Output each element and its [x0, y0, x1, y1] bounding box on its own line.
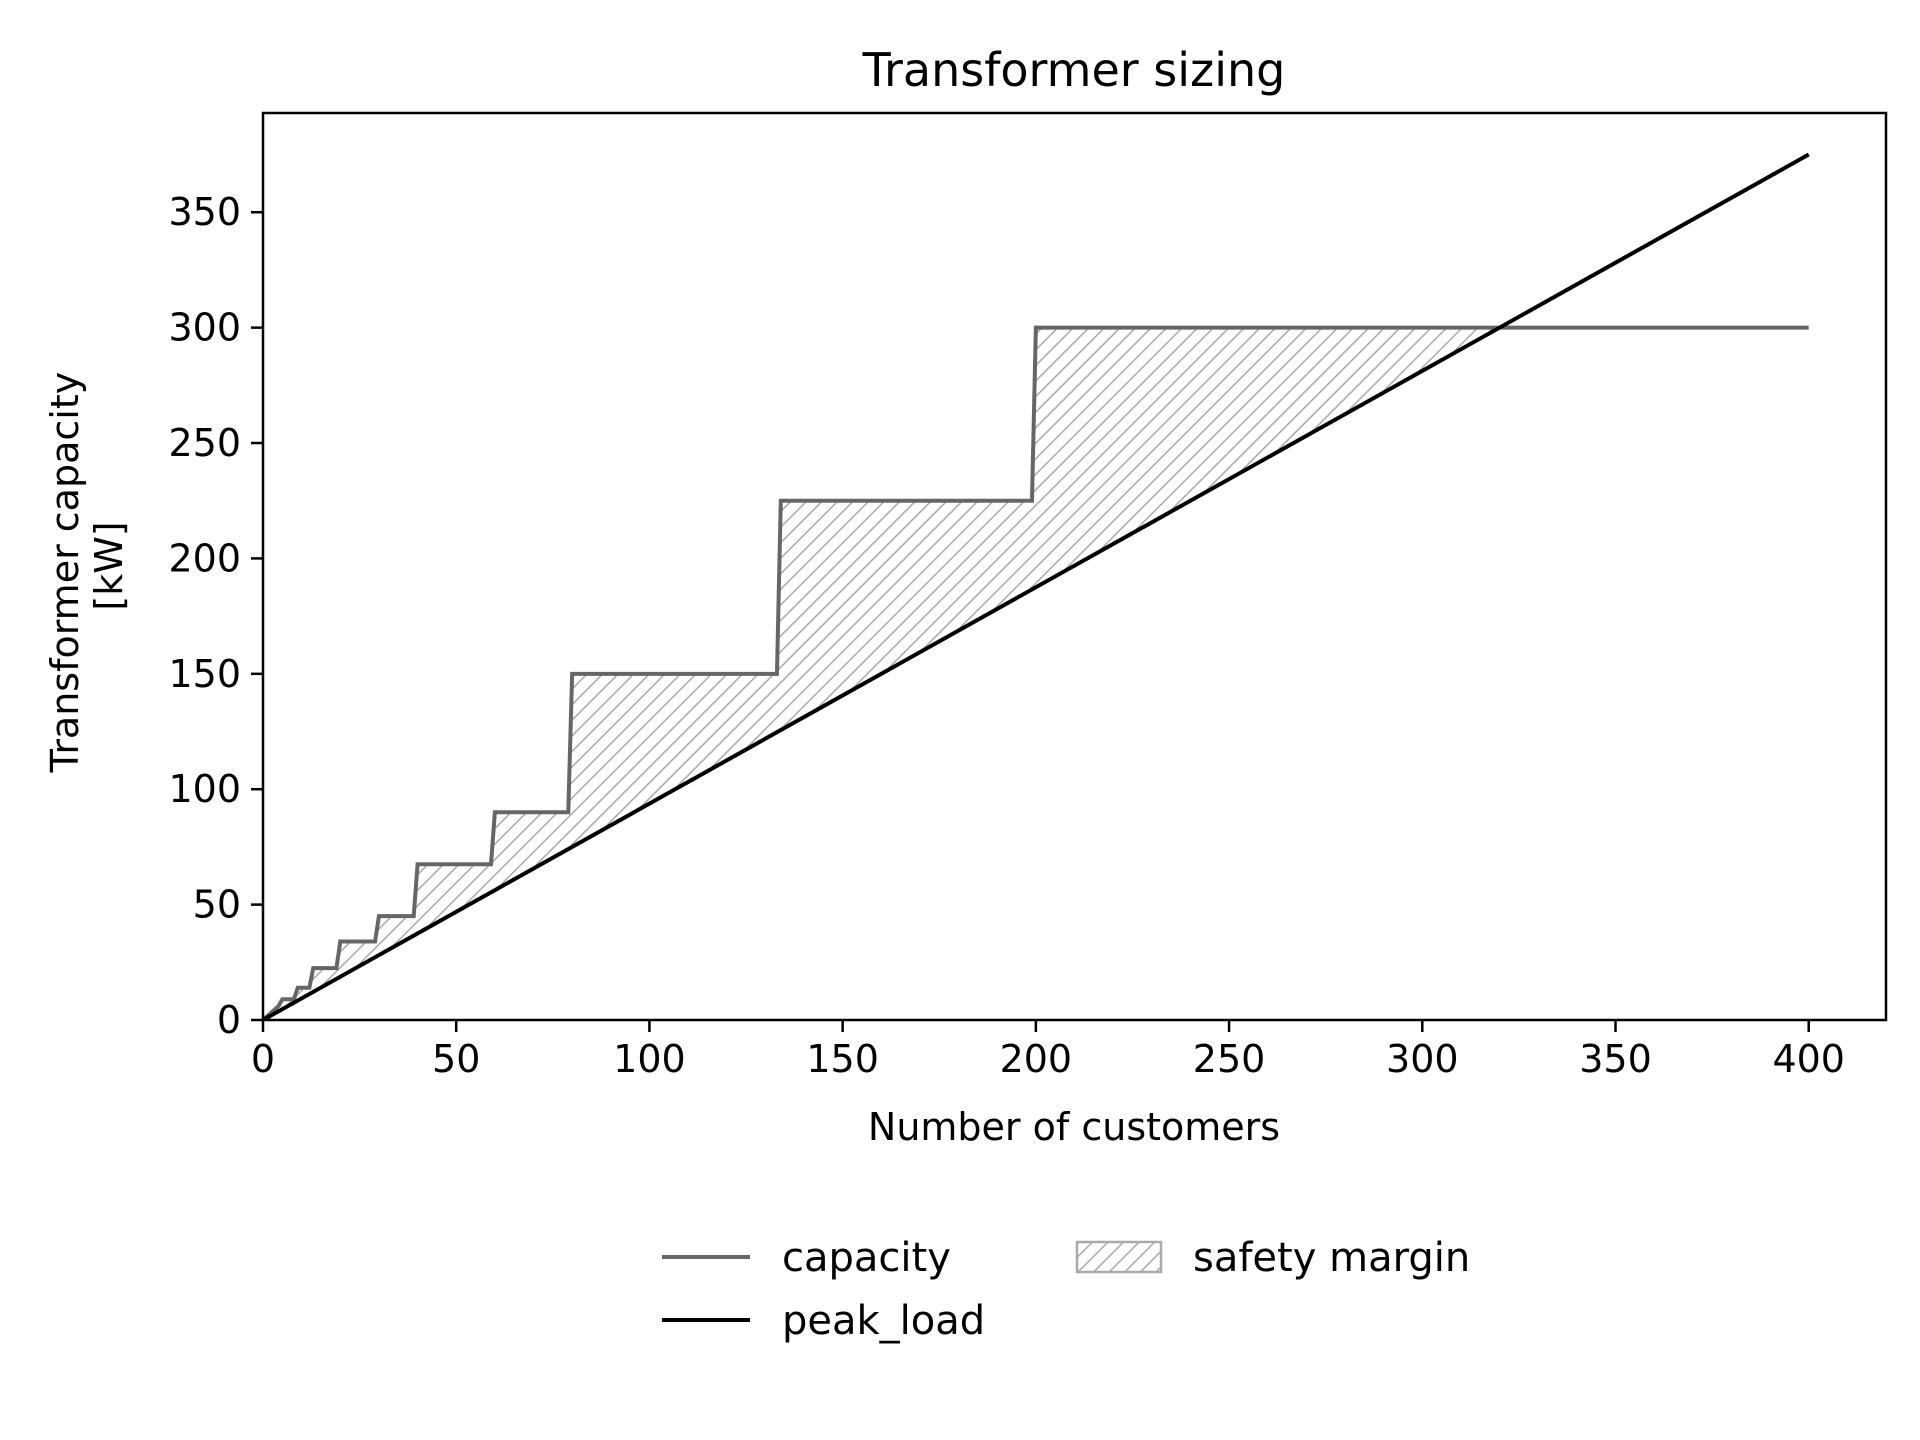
- legend-swatch-safety-margin: [1075, 1240, 1163, 1274]
- y-tick-label-250: 250: [168, 421, 241, 465]
- y-axis: 0 50 100 150 200 250 300 350: [168, 190, 263, 1042]
- y-axis-title: Transformer capacity [kW]: [43, 360, 131, 774]
- x-tick-label-350: 350: [1579, 1037, 1652, 1081]
- x-tick-label-250: 250: [1193, 1037, 1266, 1081]
- y-axis-title-line-2: [kW]: [87, 521, 131, 610]
- x-tick-label-50: 50: [432, 1037, 480, 1081]
- x-tick-label-400: 400: [1772, 1037, 1845, 1081]
- y-tick-label-200: 200: [168, 536, 241, 580]
- x-tick-label-100: 100: [613, 1037, 686, 1081]
- x-axis-title: Number of customers: [868, 1105, 1280, 1149]
- x-tick-label-0: 0: [251, 1037, 275, 1081]
- capacity-line: [263, 325, 1809, 1020]
- peak-load-line: [263, 152, 1810, 1020]
- plot-frame: [261, 111, 1888, 1022]
- y-tick-label-300: 300: [168, 306, 241, 350]
- legend-label-safety-margin: safety margin: [1193, 1235, 1470, 1281]
- y-tick-label-350: 350: [168, 190, 241, 234]
- y-tick-label-50: 50: [193, 883, 241, 927]
- x-tick-label-200: 200: [1000, 1037, 1073, 1081]
- y-tick-label-100: 100: [168, 767, 241, 811]
- y-tick-label-0: 0: [217, 998, 241, 1042]
- legend: capacity peak_load safety margin: [662, 1235, 1470, 1344]
- legend-label-capacity: capacity: [782, 1235, 951, 1281]
- chart-title: Transformer sizing: [862, 43, 1286, 97]
- y-axis-title-line-1: Transformer capacity: [43, 372, 87, 774]
- x-tick-label-300: 300: [1386, 1037, 1459, 1081]
- x-axis: 0 50 100 150 200 250 300 350 400: [251, 1020, 1845, 1081]
- y-tick-label-150: 150: [168, 652, 241, 696]
- legend-label-peak-load: peak_load: [782, 1298, 985, 1344]
- plot-area: [263, 152, 1810, 1020]
- x-tick-label-150: 150: [806, 1037, 879, 1081]
